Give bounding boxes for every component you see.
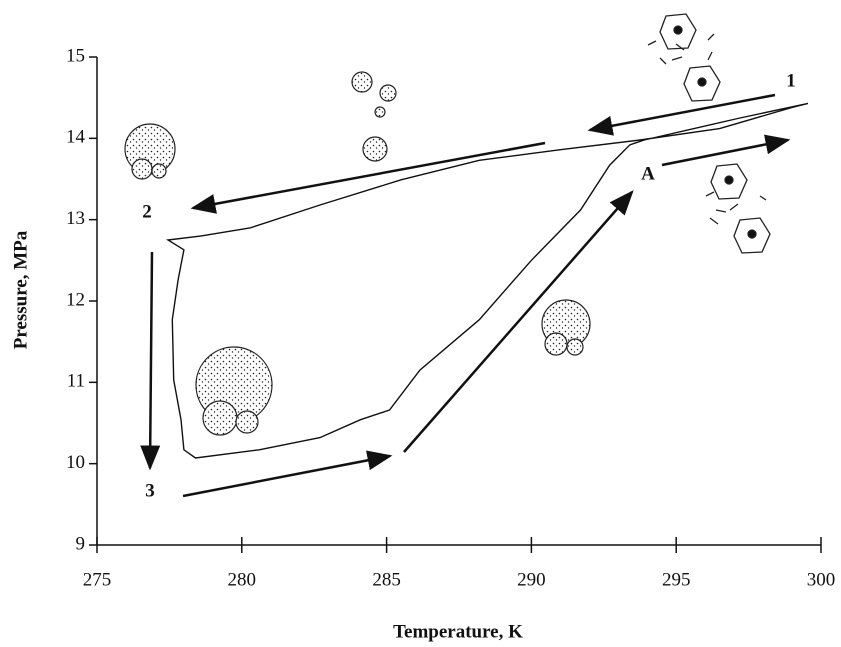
hydrate-icons <box>647 13 771 254</box>
x-tick-label: 300 <box>807 569 836 590</box>
y-tick-label: 12 <box>66 289 85 310</box>
x-tick-label: 285 <box>372 569 401 590</box>
x-tick-label: 280 <box>228 569 257 590</box>
y-tick-label: 11 <box>67 371 85 392</box>
x-tick-label: 275 <box>83 569 112 590</box>
annotation: 2 <box>142 201 152 222</box>
y-tick-label: 13 <box>66 208 85 229</box>
annotation: A <box>641 163 655 184</box>
y-tick-label: 14 <box>66 127 86 148</box>
annotation: 1 <box>786 70 796 91</box>
y-tick-label: 15 <box>66 45 85 66</box>
x-tick-label: 295 <box>662 569 691 590</box>
annotation: 3 <box>145 480 155 501</box>
x-tick-label: 290 <box>517 569 546 590</box>
bubble-icons <box>124 71 591 436</box>
path-arrows <box>140 93 791 498</box>
y-axis-label: Pressure, MPa <box>10 230 31 349</box>
x-axis-label: Temperature, K <box>393 621 523 642</box>
y-tick-label: 9 <box>76 533 86 554</box>
y-tick-label: 10 <box>66 452 85 473</box>
data-line <box>165 102 809 459</box>
